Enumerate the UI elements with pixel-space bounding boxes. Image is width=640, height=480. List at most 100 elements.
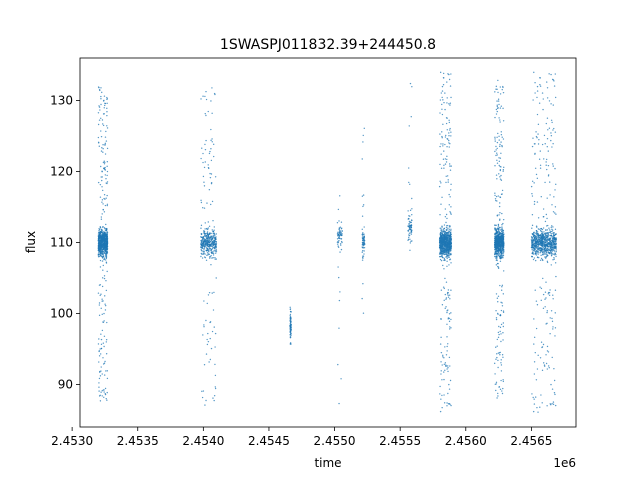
data-point: [104, 360, 106, 363]
x-tick-label: 2.4545: [248, 434, 290, 448]
data-point: [547, 164, 550, 167]
data-point: [103, 99, 105, 102]
data-point: [496, 338, 498, 341]
data-point: [441, 131, 443, 133]
data-point: [535, 379, 538, 381]
data-point: [497, 235, 499, 238]
data-point: [493, 362, 496, 365]
data-point: [213, 229, 215, 231]
data-point: [497, 392, 499, 395]
data-point: [501, 305, 504, 307]
data-point: [101, 390, 103, 392]
data-point: [105, 234, 107, 236]
data-point: [550, 234, 553, 237]
data-point: [101, 251, 104, 254]
data-point: [552, 403, 555, 406]
data-point: [102, 123, 104, 125]
data-point: [99, 353, 102, 355]
data-point: [500, 179, 503, 181]
data-point: [337, 246, 340, 248]
data-point: [498, 139, 500, 141]
data-point: [555, 183, 557, 186]
data-point: [362, 283, 364, 285]
data-point: [546, 260, 549, 263]
data-point: [99, 183, 102, 186]
data-point: [449, 165, 451, 167]
data-point: [541, 247, 543, 250]
data-point: [101, 229, 103, 232]
data-point: [363, 253, 365, 255]
data-point: [501, 251, 503, 253]
data-point: [446, 248, 448, 250]
data-point: [536, 96, 538, 99]
data-point: [104, 259, 107, 261]
data-point: [496, 200, 498, 202]
data-point: [547, 244, 549, 247]
data-point: [103, 233, 106, 236]
data-point: [212, 155, 215, 158]
data-point: [500, 105, 503, 107]
data-point: [531, 227, 533, 229]
y-tick-label: 120: [50, 165, 73, 179]
data-point: [441, 233, 443, 235]
data-point: [211, 138, 213, 140]
data-point: [361, 297, 363, 300]
data-point: [543, 239, 546, 241]
data-point: [212, 220, 214, 222]
data-point: [551, 244, 554, 247]
data-point: [212, 244, 215, 246]
data-point: [533, 373, 536, 375]
data-point: [499, 119, 501, 121]
data-point: [201, 242, 204, 244]
data-point: [450, 183, 452, 186]
data-point: [337, 266, 339, 268]
data-point: [448, 328, 451, 330]
data-point: [106, 370, 109, 372]
data-point: [543, 233, 545, 236]
data-point: [531, 193, 533, 195]
data-point: [497, 366, 499, 369]
data-point: [555, 233, 557, 235]
data-point: [440, 231, 442, 234]
data-point: [105, 248, 108, 250]
data-point: [203, 248, 205, 250]
x-tick-label: 2.4550: [314, 434, 356, 448]
data-point: [102, 246, 104, 249]
data-point: [210, 239, 213, 241]
data-point: [441, 113, 444, 116]
data-point: [446, 368, 448, 370]
data-point: [543, 362, 545, 364]
data-point: [100, 95, 102, 98]
data-point: [449, 250, 452, 252]
data-point: [202, 175, 205, 178]
data-point: [106, 98, 108, 101]
data-point: [106, 160, 109, 163]
data-point: [499, 196, 501, 198]
data-point: [439, 318, 442, 320]
data-point: [555, 275, 557, 278]
data-point: [338, 220, 340, 222]
data-point: [209, 150, 211, 153]
data-point: [531, 255, 533, 258]
data-point: [450, 312, 452, 314]
data-point: [553, 249, 555, 251]
data-point: [533, 318, 535, 320]
data-point: [546, 345, 549, 348]
data-point: [553, 392, 556, 394]
data-point: [106, 377, 109, 380]
data-point: [200, 224, 203, 227]
data-point: [537, 240, 539, 243]
data-point: [501, 302, 503, 304]
data-point: [448, 204, 450, 206]
data-point: [545, 244, 547, 246]
data-point: [214, 236, 216, 239]
data-point: [341, 233, 343, 235]
data-point: [361, 235, 364, 237]
data-point: [541, 237, 543, 239]
data-point: [200, 236, 203, 238]
data-point: [534, 82, 536, 84]
data-point: [536, 235, 538, 237]
data-point: [410, 116, 412, 118]
data-point: [498, 252, 500, 255]
data-point: [450, 262, 452, 264]
